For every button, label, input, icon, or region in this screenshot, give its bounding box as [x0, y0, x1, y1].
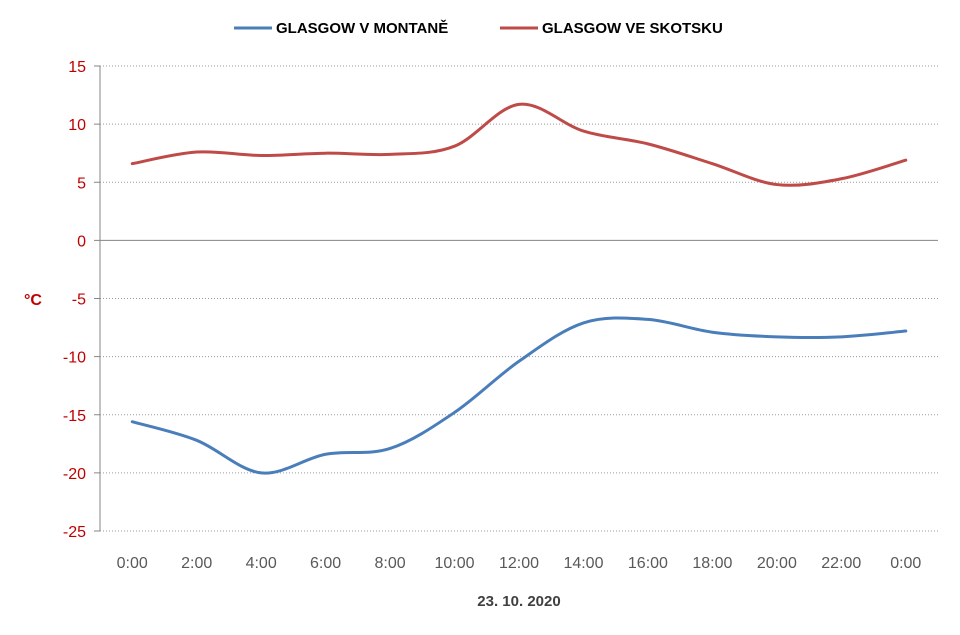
y-tick-label: -20: [63, 466, 86, 483]
x-tick-label: 14:00: [563, 555, 603, 572]
y-axis-label: °C: [24, 292, 42, 309]
x-tick-label: 18:00: [692, 555, 732, 572]
series-lines: [130, 102, 908, 475]
x-tick-label: 8:00: [375, 555, 406, 572]
y-tick-label: -25: [63, 524, 86, 541]
legend: GLASGOW V MONTANĚ GLASGOW VE SKOTSKU: [234, 19, 723, 37]
x-tick-labels: 0:00 2:00 4:00 6:00 8:00 10:00 12:00 14:00 16:00…: [117, 555, 922, 572]
x-tick-label: 2:00: [181, 555, 212, 572]
y-tick-label: -15: [63, 408, 86, 425]
y-tick-labels: 15 10 5 0 -5 -10 -15 -20 -25: [63, 59, 86, 541]
x-tick-label: 10:00: [435, 555, 475, 572]
y-tick-label: 5: [77, 175, 86, 192]
x-tick-label: 4:00: [246, 555, 277, 572]
y-tick-label: 10: [68, 117, 86, 134]
y-tick-label: -5: [72, 292, 86, 309]
x-tick-label: 0:00: [890, 555, 921, 572]
legend-label-montana: GLASGOW V MONTANĚ: [276, 19, 448, 37]
gridlines: [100, 65, 938, 532]
y-tick-label: -10: [63, 350, 86, 367]
legend-label-scotland: GLASGOW VE SKOTSKU: [542, 20, 723, 37]
x-tick-label: 0:00: [117, 555, 148, 572]
x-tick-label: 12:00: [499, 555, 539, 572]
y-tick-label: 0: [77, 233, 86, 250]
y-tick-label: 15: [68, 59, 86, 76]
x-tick-label: 6:00: [310, 555, 341, 572]
x-tick-label: 22:00: [821, 555, 861, 572]
series-line-montana: [130, 316, 908, 475]
x-tick-label: 16:00: [628, 555, 668, 572]
series-line-scotland: [130, 102, 908, 187]
axes: [94, 65, 938, 532]
x-axis-label: 23. 10. 2020: [477, 593, 560, 610]
x-tick-label: 20:00: [757, 555, 797, 572]
